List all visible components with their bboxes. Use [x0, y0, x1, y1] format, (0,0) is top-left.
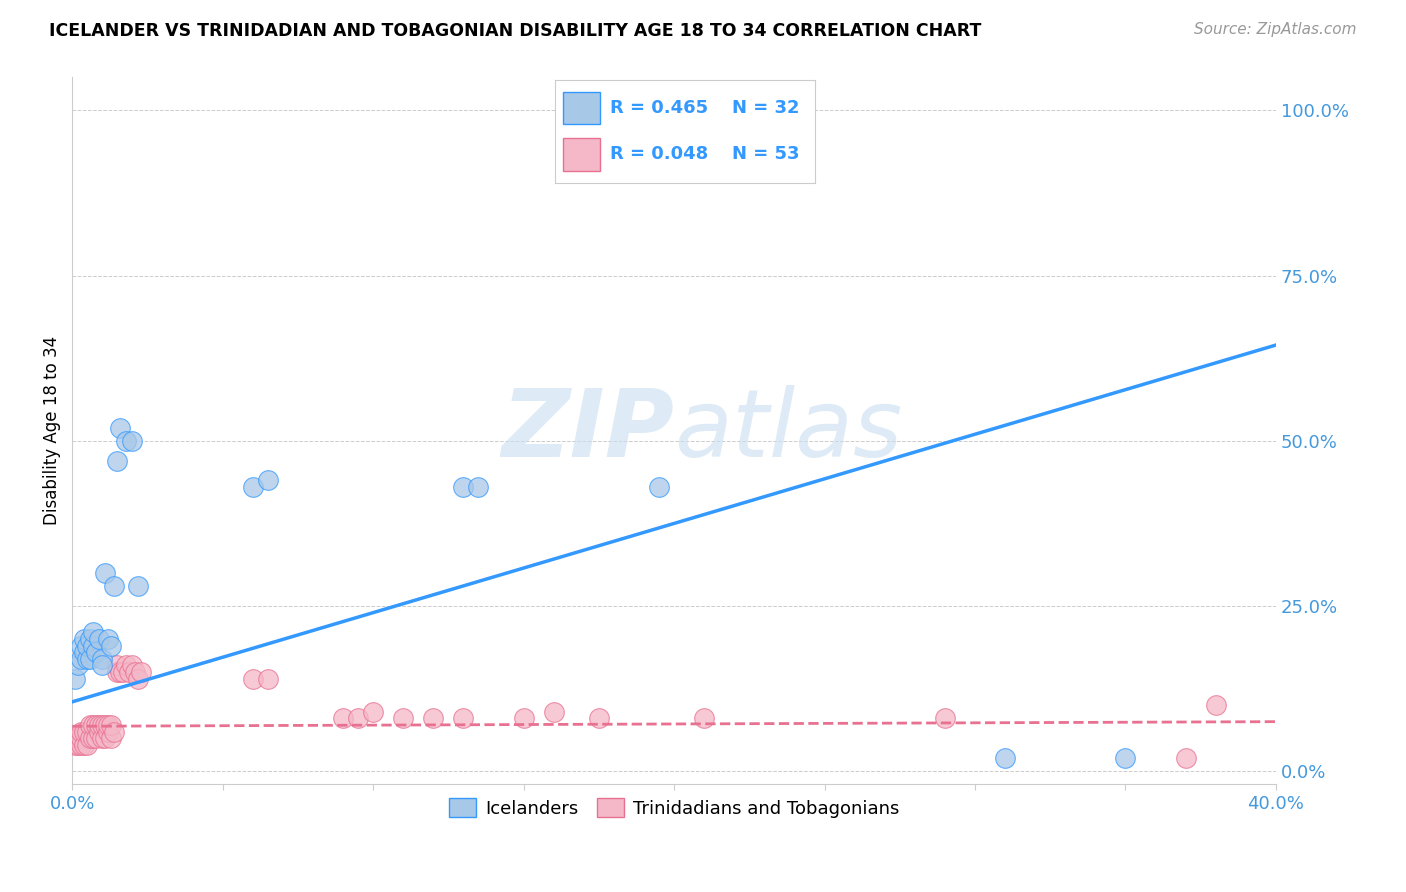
Point — [422, 711, 444, 725]
Point — [67, 738, 90, 752]
Text: N = 53: N = 53 — [733, 145, 800, 163]
Point — [588, 711, 610, 725]
Point — [131, 665, 153, 679]
Point — [103, 724, 125, 739]
Point — [994, 751, 1017, 765]
Point — [84, 718, 107, 732]
Point — [82, 625, 104, 640]
Text: R = 0.465: R = 0.465 — [610, 99, 709, 117]
Point — [453, 480, 475, 494]
Point — [82, 639, 104, 653]
Point — [76, 652, 98, 666]
Point — [94, 718, 117, 732]
Point — [392, 711, 415, 725]
Point — [94, 731, 117, 746]
Point — [76, 639, 98, 653]
Point — [82, 718, 104, 732]
Point — [91, 658, 114, 673]
Point — [124, 665, 146, 679]
Point — [127, 579, 149, 593]
Legend: Icelanders, Trinidadians and Tobagonians: Icelanders, Trinidadians and Tobagonians — [441, 791, 907, 825]
Point — [67, 658, 90, 673]
Point — [100, 731, 122, 746]
Point — [67, 731, 90, 746]
Point — [118, 665, 141, 679]
Point — [91, 652, 114, 666]
Point — [115, 658, 138, 673]
Point — [115, 434, 138, 448]
Point — [70, 639, 93, 653]
Point — [1174, 751, 1197, 765]
Point — [91, 718, 114, 732]
Point — [453, 711, 475, 725]
Point — [467, 480, 489, 494]
Point — [347, 711, 370, 725]
Point — [91, 731, 114, 746]
Point — [73, 632, 96, 646]
Point — [361, 705, 384, 719]
Point — [73, 724, 96, 739]
Text: R = 0.048: R = 0.048 — [610, 145, 709, 163]
Point — [79, 632, 101, 646]
Bar — [564, 137, 599, 170]
Point — [127, 672, 149, 686]
Point — [89, 724, 111, 739]
Point — [103, 579, 125, 593]
Point — [121, 434, 143, 448]
Point — [65, 731, 87, 746]
Point — [97, 718, 120, 732]
Point — [648, 480, 671, 494]
Point — [65, 672, 87, 686]
Point — [84, 645, 107, 659]
Point — [242, 480, 264, 494]
Bar — [564, 92, 599, 124]
Point — [105, 665, 128, 679]
Point — [332, 711, 354, 725]
Point — [70, 724, 93, 739]
Point — [70, 738, 93, 752]
Point — [256, 474, 278, 488]
Point — [79, 652, 101, 666]
Point — [73, 738, 96, 752]
Point — [76, 738, 98, 752]
Point — [89, 632, 111, 646]
Point — [934, 711, 956, 725]
Point — [121, 658, 143, 673]
Point — [543, 705, 565, 719]
Point — [76, 724, 98, 739]
Point — [1114, 751, 1136, 765]
Point — [512, 711, 534, 725]
Point — [112, 665, 135, 679]
Point — [100, 718, 122, 732]
Point — [110, 665, 132, 679]
Point — [105, 453, 128, 467]
Point — [89, 718, 111, 732]
Point — [84, 731, 107, 746]
Point — [256, 672, 278, 686]
Point — [105, 658, 128, 673]
Point — [97, 632, 120, 646]
Point — [693, 711, 716, 725]
Point — [97, 724, 120, 739]
Text: ZIP: ZIP — [501, 385, 673, 477]
Point — [70, 731, 93, 746]
Point — [79, 731, 101, 746]
Point — [242, 672, 264, 686]
Point — [82, 731, 104, 746]
Point — [94, 566, 117, 580]
Y-axis label: Disability Age 18 to 34: Disability Age 18 to 34 — [44, 336, 60, 525]
Point — [1205, 698, 1227, 713]
Point — [110, 420, 132, 434]
Point — [73, 645, 96, 659]
Text: atlas: atlas — [673, 385, 903, 476]
Point — [70, 652, 93, 666]
Text: Source: ZipAtlas.com: Source: ZipAtlas.com — [1194, 22, 1357, 37]
Point — [79, 718, 101, 732]
Text: ICELANDER VS TRINIDADIAN AND TOBAGONIAN DISABILITY AGE 18 TO 34 CORRELATION CHAR: ICELANDER VS TRINIDADIAN AND TOBAGONIAN … — [49, 22, 981, 40]
Text: N = 32: N = 32 — [733, 99, 800, 117]
Point — [65, 738, 87, 752]
Point — [100, 639, 122, 653]
